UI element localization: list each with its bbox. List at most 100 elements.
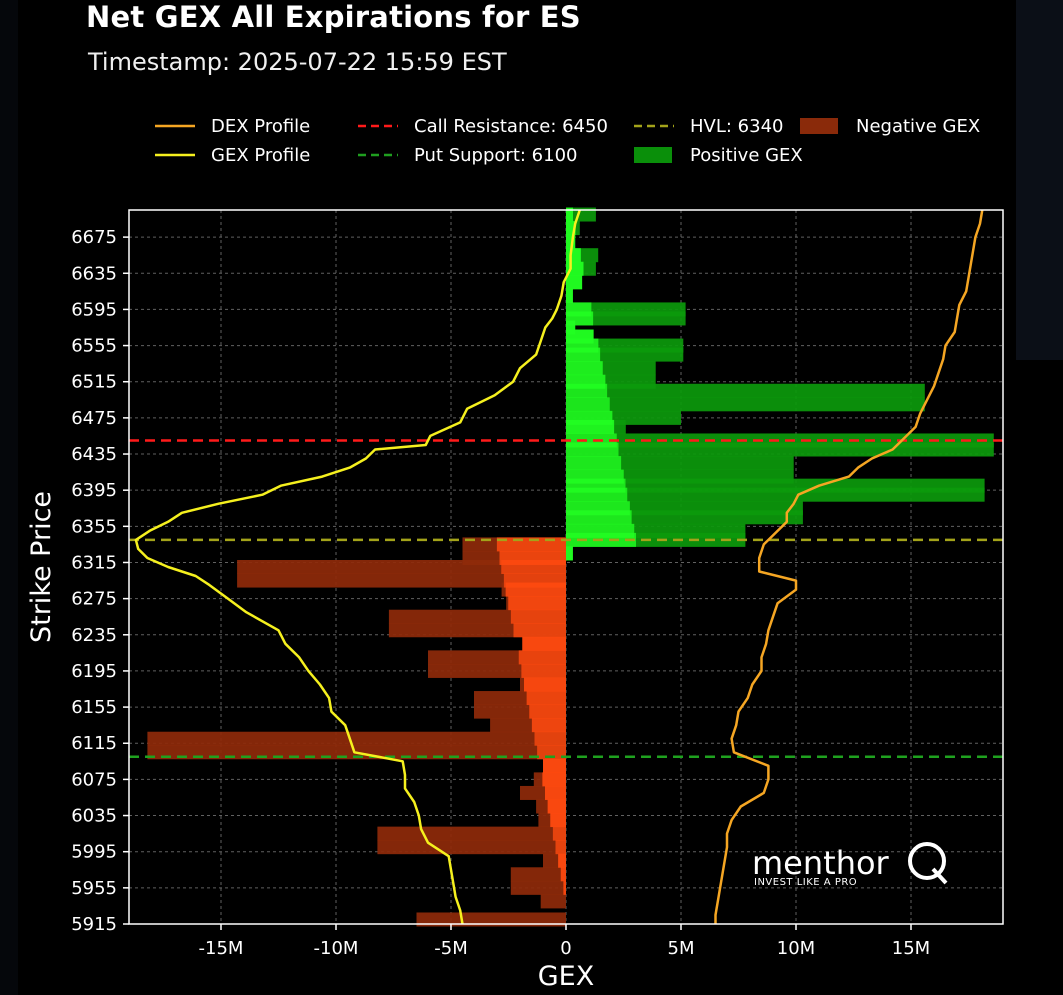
gex-bar-core <box>550 813 566 828</box>
gex-bar <box>566 487 985 502</box>
gex-bar-core <box>566 320 576 335</box>
y-tick-label: 6435 <box>71 444 117 465</box>
gex-bar-core <box>542 772 566 787</box>
x-axis-ticks: -15M -10M -5M 0 5M 10M 15M <box>199 924 930 959</box>
y-axis-ticks: 5915 5955 5995 6035 6075 6115 6155 6195 6235 6275… <box>71 227 129 935</box>
gex-bar-core <box>566 442 619 457</box>
gex-bar <box>566 456 794 471</box>
gex-bar-core <box>555 840 566 855</box>
x-tick-label: -10M <box>314 938 359 959</box>
legend-label: HVL: 6340 <box>690 116 783 137</box>
gex-bar <box>566 397 925 412</box>
gex-bar-core <box>566 487 628 502</box>
gex-bar <box>510 867 566 882</box>
gex-bar-core <box>566 397 610 412</box>
y-tick-label: 6075 <box>71 769 117 790</box>
gex-bar <box>377 840 566 855</box>
gex-profile-line <box>134 209 581 925</box>
x-tick-label: 0 <box>560 938 571 959</box>
y-tick-label: 6395 <box>71 480 117 501</box>
y-tick-label: 6595 <box>71 299 117 320</box>
x-tick-label: -15M <box>199 938 244 959</box>
gex-bar-core <box>566 275 583 290</box>
gex-bar-core <box>543 758 566 773</box>
gex-bar-core <box>566 510 632 525</box>
gex-bar-core <box>560 867 566 882</box>
logo-q-icon <box>908 842 948 885</box>
chart-title: Net GEX All Expirations for ES <box>86 0 581 34</box>
y-tick-label: 6275 <box>71 589 117 610</box>
chart-legend: DEX Profile GEX Profile Call Resistance: 6… <box>155 116 980 166</box>
gex-bar-core <box>522 636 566 651</box>
x-tick-label: 10M <box>777 938 815 959</box>
gex-bar-core <box>526 691 566 706</box>
gex-bar-core <box>501 560 566 574</box>
y-tick-label: 5955 <box>71 878 117 899</box>
y-tick-label: 6155 <box>71 697 117 718</box>
gex-bar <box>147 731 566 746</box>
y-tick-label: 5995 <box>71 842 117 863</box>
gex-bar-core <box>505 582 566 597</box>
gex-bar-core <box>521 663 566 678</box>
gex-bar-core <box>566 546 573 561</box>
gex-bar-core <box>518 650 566 665</box>
gex-bar-core <box>566 288 573 303</box>
gex-bar-core <box>566 361 603 376</box>
gex-bar <box>416 912 566 927</box>
y-tick-label: 6515 <box>71 372 117 393</box>
y-tick-label: 6035 <box>71 806 117 827</box>
legend-swatch-patch <box>800 118 838 134</box>
gex-bar-core <box>563 880 566 895</box>
gex-bar-core <box>545 785 566 800</box>
gex-bar <box>540 894 566 909</box>
x-tick-label: 5M <box>668 938 695 959</box>
y-tick-label: 6635 <box>71 263 117 284</box>
gex-bar-core <box>510 609 566 624</box>
x-tick-label: -5M <box>434 938 467 959</box>
legend-label: Put Support: 6100 <box>414 145 577 166</box>
logo-name: menthor <box>752 844 890 882</box>
y-tick-label: 6555 <box>71 336 117 357</box>
gex-bar-core <box>513 623 566 638</box>
y-tick-label: 6195 <box>71 661 117 682</box>
gex-bar <box>237 573 566 588</box>
legend-label: GEX Profile <box>211 145 310 166</box>
gex-bar <box>237 560 566 574</box>
y-tick-label: 5915 <box>71 914 117 935</box>
legend-label: Negative GEX <box>856 116 980 137</box>
gex-bar-core <box>566 419 615 434</box>
gex-bar-core <box>566 207 573 222</box>
left-background-strip <box>0 0 18 995</box>
level-lines <box>129 439 1003 759</box>
dex-profile-line <box>714 209 984 924</box>
gex-bar-core <box>552 826 566 841</box>
gex-bar-core <box>534 731 566 746</box>
gex-bar <box>377 826 566 841</box>
x-tick-label: 15M <box>892 938 930 959</box>
gex-bar-core <box>531 718 566 733</box>
x-axis-label: GEX <box>538 961 594 992</box>
y-tick-label: 6675 <box>71 227 117 248</box>
profile-lines <box>134 209 984 925</box>
menthor-logo: menthor INVEST LIKE A PRO <box>752 842 948 888</box>
gex-bar <box>510 880 566 895</box>
logo-tagline: INVEST LIKE A PRO <box>754 877 857 888</box>
gex-bar-core <box>566 456 622 471</box>
legend-label: Positive GEX <box>690 145 803 166</box>
gex-bar-core <box>537 745 566 760</box>
legend-label: DEX Profile <box>211 116 310 137</box>
gex-bar-core <box>547 799 566 814</box>
gex-bar-core <box>566 234 576 249</box>
gex-bar-core <box>566 221 576 236</box>
gex-bar-core <box>566 383 608 398</box>
legend-swatch-patch <box>634 147 672 163</box>
y-tick-label: 6115 <box>71 733 117 754</box>
y-tick-label: 6355 <box>71 516 117 537</box>
gex-bar-core <box>566 347 601 362</box>
gex-bar-core <box>566 248 581 263</box>
y-tick-label: 6475 <box>71 408 117 429</box>
gex-bar-core <box>508 596 566 611</box>
y-tick-label: 6315 <box>71 552 117 573</box>
y-axis-label: Strike Price <box>26 491 57 643</box>
